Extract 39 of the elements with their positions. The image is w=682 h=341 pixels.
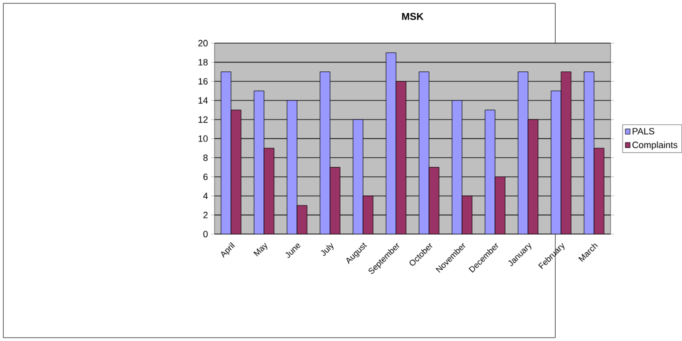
legend-label: Complaints	[632, 141, 678, 150]
bar	[594, 148, 604, 234]
bar	[386, 52, 396, 234]
bar	[286, 100, 298, 234]
bar	[484, 110, 496, 234]
y-tick-label: 12	[198, 116, 208, 123]
y-tick-label: 10	[198, 135, 208, 142]
y-tick-label: 8	[203, 154, 208, 161]
bar	[352, 119, 364, 234]
y-tick-label: 6	[203, 174, 208, 180]
bar	[230, 110, 242, 234]
bar	[320, 72, 330, 234]
y-tick-label: 2	[203, 212, 208, 218]
chart-title: MSK	[402, 12, 424, 20]
bar	[518, 72, 528, 234]
bar	[452, 100, 462, 234]
bar	[264, 148, 274, 234]
bar	[560, 72, 572, 234]
bar	[418, 72, 430, 234]
y-tick-label: 16	[198, 78, 208, 85]
x-tick-label: July	[320, 242, 334, 256]
bar	[220, 72, 232, 234]
bar	[330, 167, 340, 234]
y-tick-label: 14	[198, 97, 208, 104]
bar	[494, 176, 506, 234]
bar	[462, 196, 472, 234]
bar	[550, 90, 562, 234]
y-tick-label: 20	[198, 40, 208, 46]
y-tick-label: 4	[203, 192, 208, 200]
bar	[362, 196, 374, 234]
bar	[584, 72, 594, 234]
x-tick-label: May	[253, 242, 268, 256]
bar	[254, 90, 264, 234]
legend-label: PALS	[632, 128, 654, 134]
bar	[396, 81, 406, 234]
y-tick-label: 18	[198, 59, 208, 66]
bar	[528, 119, 538, 234]
bar	[428, 167, 440, 234]
y-tick-label: 0	[203, 230, 208, 238]
